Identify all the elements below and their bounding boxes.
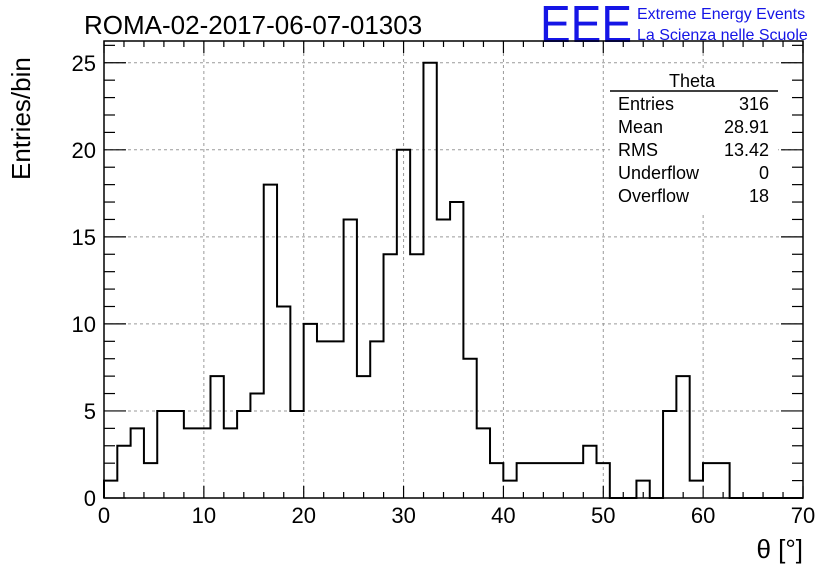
eee-logo-line2: La Scienza nelle Scuole (637, 27, 808, 44)
stats-mean-label: Mean (618, 117, 663, 137)
histogram-bars (103, 61, 803, 499)
grid-lines (104, 41, 803, 498)
stats-overflow-label: Overflow (618, 186, 690, 206)
x-tick-label-70: 70 (791, 503, 815, 528)
stats-title: Theta (669, 71, 716, 91)
plot-frame-rect (103, 40, 804, 499)
stats-entries-value: 316 (739, 94, 769, 114)
plot-frame (103, 40, 804, 499)
y-tick-label-0: 0 (84, 486, 96, 511)
axis-tick-labels: 0 10 20 30 40 50 60 70 0 5 10 15 20 25 (72, 51, 816, 528)
x-axis-title: θ [°] (756, 534, 803, 564)
y-axis-title: Entries/bin (6, 57, 36, 180)
stats-overflow-value: 18 (749, 186, 769, 206)
x-tick-label-30: 30 (391, 503, 415, 528)
axis-ticks (103, 41, 804, 499)
x-tick-label-10: 10 (192, 503, 216, 528)
y-tick-label-15: 15 (72, 225, 96, 250)
histogram-outline (103, 61, 803, 499)
stats-rms-value: 13.42 (724, 140, 769, 160)
x-tick-label-40: 40 (491, 503, 515, 528)
stats-underflow-label: Underflow (618, 163, 700, 183)
y-tick-label-20: 20 (72, 138, 96, 163)
chart-title: ROMA-02-2017-06-07-01303 (84, 10, 422, 40)
stats-underflow-value: 0 (759, 163, 769, 183)
y-tick-label-10: 10 (72, 312, 96, 337)
stats-rms-label: RMS (618, 140, 658, 160)
eee-logo-line1: Extreme Energy Events (637, 6, 805, 23)
x-tick-label-20: 20 (291, 503, 315, 528)
x-tick-label-60: 60 (691, 503, 715, 528)
y-tick-label-5: 5 (84, 399, 96, 424)
x-tick-label-0: 0 (98, 503, 110, 528)
eee-logo-mark: EEE (540, 0, 632, 54)
stats-mean-value: 28.91 (724, 117, 769, 137)
stats-entries-label: Entries (618, 94, 674, 114)
stats-box-background (610, 70, 778, 212)
x-tick-label-50: 50 (591, 503, 615, 528)
y-tick-label-25: 25 (72, 51, 96, 76)
eee-logo: EEE Extreme Energy Events La Scienza nel… (540, 0, 808, 54)
stats-box: Theta Entries 316 Mean 28.91 RMS 13.42 U… (610, 70, 778, 212)
